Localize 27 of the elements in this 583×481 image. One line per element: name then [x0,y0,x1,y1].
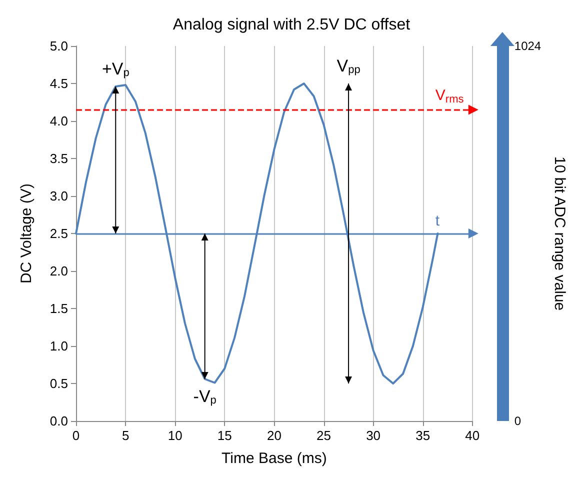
y-tick-label: 1.5 [50,301,68,316]
y2-axis-title: 10 bit ADC range value [551,156,568,311]
y-tick-label: 4.5 [50,76,68,91]
x-tick-label: 35 [416,428,430,443]
y-tick-label: 4.0 [50,114,68,128]
chart-title: Analog signal with 2.5V DC offset [172,16,411,34]
x-tick-label: 0 [72,428,80,443]
y-tick-label: 3.5 [50,151,68,166]
x-tick-label: 20 [266,428,282,443]
y-axis-title: DC Voltage (V) [18,183,35,284]
x-tick-label: 25 [316,428,331,443]
y-tick-label: 2.0 [50,264,68,278]
y-tick-label: 5.0 [50,38,68,54]
x-tick-label: 30 [366,428,381,443]
y2-tick-label: 1024 [514,39,542,53]
x-tick-label: 10 [168,428,182,443]
x-axis-title: Time Base (ms) [222,450,327,467]
ref-line-label: t [435,212,440,230]
y-tick-label: 0.0 [50,414,68,428]
y-tick-label: 3.0 [50,188,68,204]
x-tick-label: 40 [465,428,480,443]
y2-tick-label: 0 [514,414,522,428]
y-tick-label: 2.5 [50,226,68,241]
y-tick-label: 0.5 [50,376,68,391]
x-tick-label: 5 [122,428,130,443]
x-tick-label: 15 [217,428,232,443]
y-tick-label: 1.0 [50,338,68,354]
